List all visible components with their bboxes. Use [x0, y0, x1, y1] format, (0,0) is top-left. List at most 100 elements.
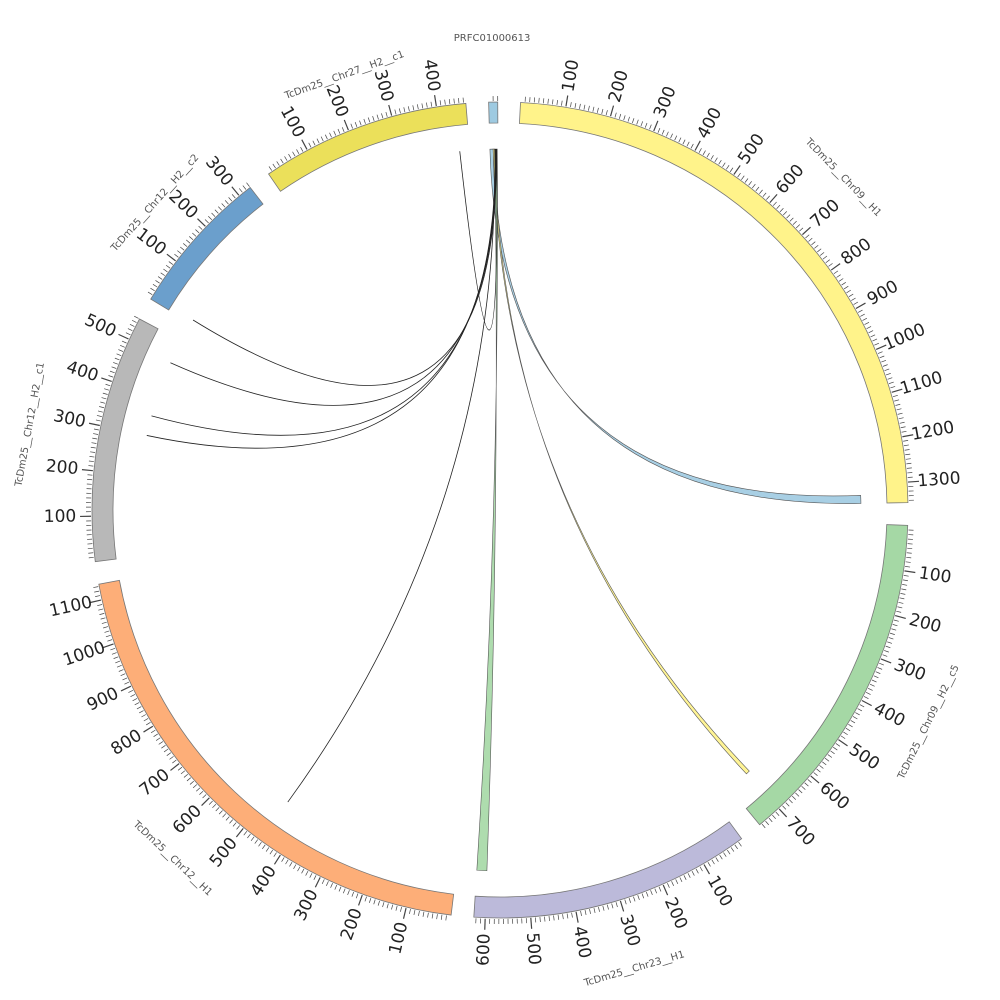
- major-tick: [357, 894, 363, 906]
- minor-tick: [845, 727, 851, 732]
- minor-tick: [412, 105, 415, 111]
- segment-chr12_h1: [98, 579, 455, 916]
- major-tick: [838, 739, 848, 747]
- tick-label: 200: [337, 906, 367, 943]
- minor-tick: [605, 110, 608, 116]
- minor-tick: [95, 595, 101, 597]
- minor-tick: [110, 647, 116, 651]
- segment-prfc: [488, 101, 499, 124]
- minor-tick: [165, 264, 171, 269]
- minor-tick: [654, 888, 658, 894]
- minor-tick: [544, 916, 546, 922]
- minor-tick: [127, 328, 133, 332]
- minor-tick: [120, 673, 126, 677]
- segment-label-chr12_h1: TcDm25__Chr12__H1: [130, 818, 214, 898]
- minor-tick: [852, 716, 858, 720]
- minor-tick: [284, 156, 288, 161]
- major-tick: [875, 344, 887, 350]
- minor-tick: [644, 122, 648, 128]
- segment-label-chr09_h1: TcDm25__Chr09__H1: [802, 136, 883, 219]
- minor-tick: [225, 816, 230, 821]
- minor-tick: [183, 243, 188, 247]
- minor-tick: [641, 893, 645, 899]
- minor-tick: [872, 338, 878, 342]
- minor-tick: [430, 101, 433, 107]
- minor-tick: [686, 141, 690, 147]
- minor-tick: [100, 617, 106, 620]
- minor-tick: [268, 166, 273, 171]
- minor-tick: [632, 118, 635, 124]
- minor-tick: [155, 737, 161, 741]
- major-tick: [433, 95, 437, 107]
- minor-tick: [422, 911, 425, 917]
- minor-tick: [636, 119, 639, 125]
- minor-tick: [899, 597, 905, 600]
- minor-tick: [231, 194, 236, 199]
- minor-tick: [391, 904, 394, 910]
- minor-tick: [602, 905, 605, 911]
- minor-tick: [855, 712, 860, 716]
- minor-tick: [101, 397, 107, 400]
- minor-tick: [666, 131, 669, 137]
- minor-tick: [320, 136, 324, 142]
- minor-tick: [121, 340, 127, 344]
- major-tick: [891, 388, 903, 393]
- minor-tick: [347, 890, 350, 896]
- minor-tick: [338, 886, 342, 892]
- major-tick: [88, 422, 100, 427]
- tick-label: 1000: [61, 638, 108, 671]
- minor-tick: [618, 113, 622, 119]
- minor-tick: [196, 787, 201, 792]
- minor-tick: [269, 849, 274, 855]
- major-tick: [694, 140, 701, 151]
- minor-tick: [403, 107, 406, 113]
- tick-label: 500: [522, 932, 544, 966]
- minor-tick: [674, 135, 678, 141]
- tick-label: 1000: [881, 320, 929, 355]
- minor-tick: [104, 630, 110, 633]
- minor-tick: [354, 122, 358, 127]
- minor-tick: [596, 107, 599, 113]
- tick-label: 100: [276, 103, 309, 141]
- minor-tick: [893, 619, 899, 622]
- minor-tick: [896, 610, 902, 613]
- tick-label: 200: [907, 610, 944, 638]
- minor-tick: [152, 283, 158, 288]
- minor-tick: [848, 724, 853, 728]
- minor-tick: [111, 652, 117, 655]
- minor-tick: [759, 189, 763, 194]
- minor-tick: [145, 722, 151, 726]
- minor-tick: [431, 913, 434, 919]
- minor-tick: [840, 735, 846, 739]
- tick-label: 1200: [910, 417, 956, 444]
- minor-tick: [702, 150, 706, 156]
- minor-tick: [395, 905, 398, 911]
- minor-tick: [542, 98, 545, 104]
- major-tick: [907, 480, 920, 483]
- minor-tick: [453, 98, 455, 104]
- minor-tick: [247, 833, 251, 839]
- major-tick: [894, 615, 906, 619]
- minor-tick: [895, 403, 901, 406]
- minor-tick: [748, 181, 752, 186]
- link-prfc-chr12_h2_c1: [170, 149, 497, 406]
- minor-tick: [326, 881, 329, 886]
- minor-tick: [407, 106, 410, 112]
- minor-tick: [262, 844, 266, 850]
- minor-tick: [99, 613, 105, 615]
- link-prfc-chr12_h2_c1: [151, 149, 496, 436]
- minor-tick: [418, 910, 420, 916]
- minor-tick: [857, 708, 863, 712]
- minor-tick: [134, 315, 139, 319]
- minor-tick: [649, 124, 652, 130]
- minor-tick: [877, 351, 883, 354]
- minor-tick: [88, 465, 94, 467]
- minor-tick: [867, 687, 873, 691]
- minor-tick: [155, 280, 160, 284]
- minor-tick: [158, 741, 164, 745]
- minor-tick: [822, 255, 828, 260]
- minor-tick: [737, 172, 741, 178]
- minor-tick: [198, 225, 203, 230]
- tick-label: 700: [807, 195, 844, 232]
- minor-tick: [671, 881, 674, 886]
